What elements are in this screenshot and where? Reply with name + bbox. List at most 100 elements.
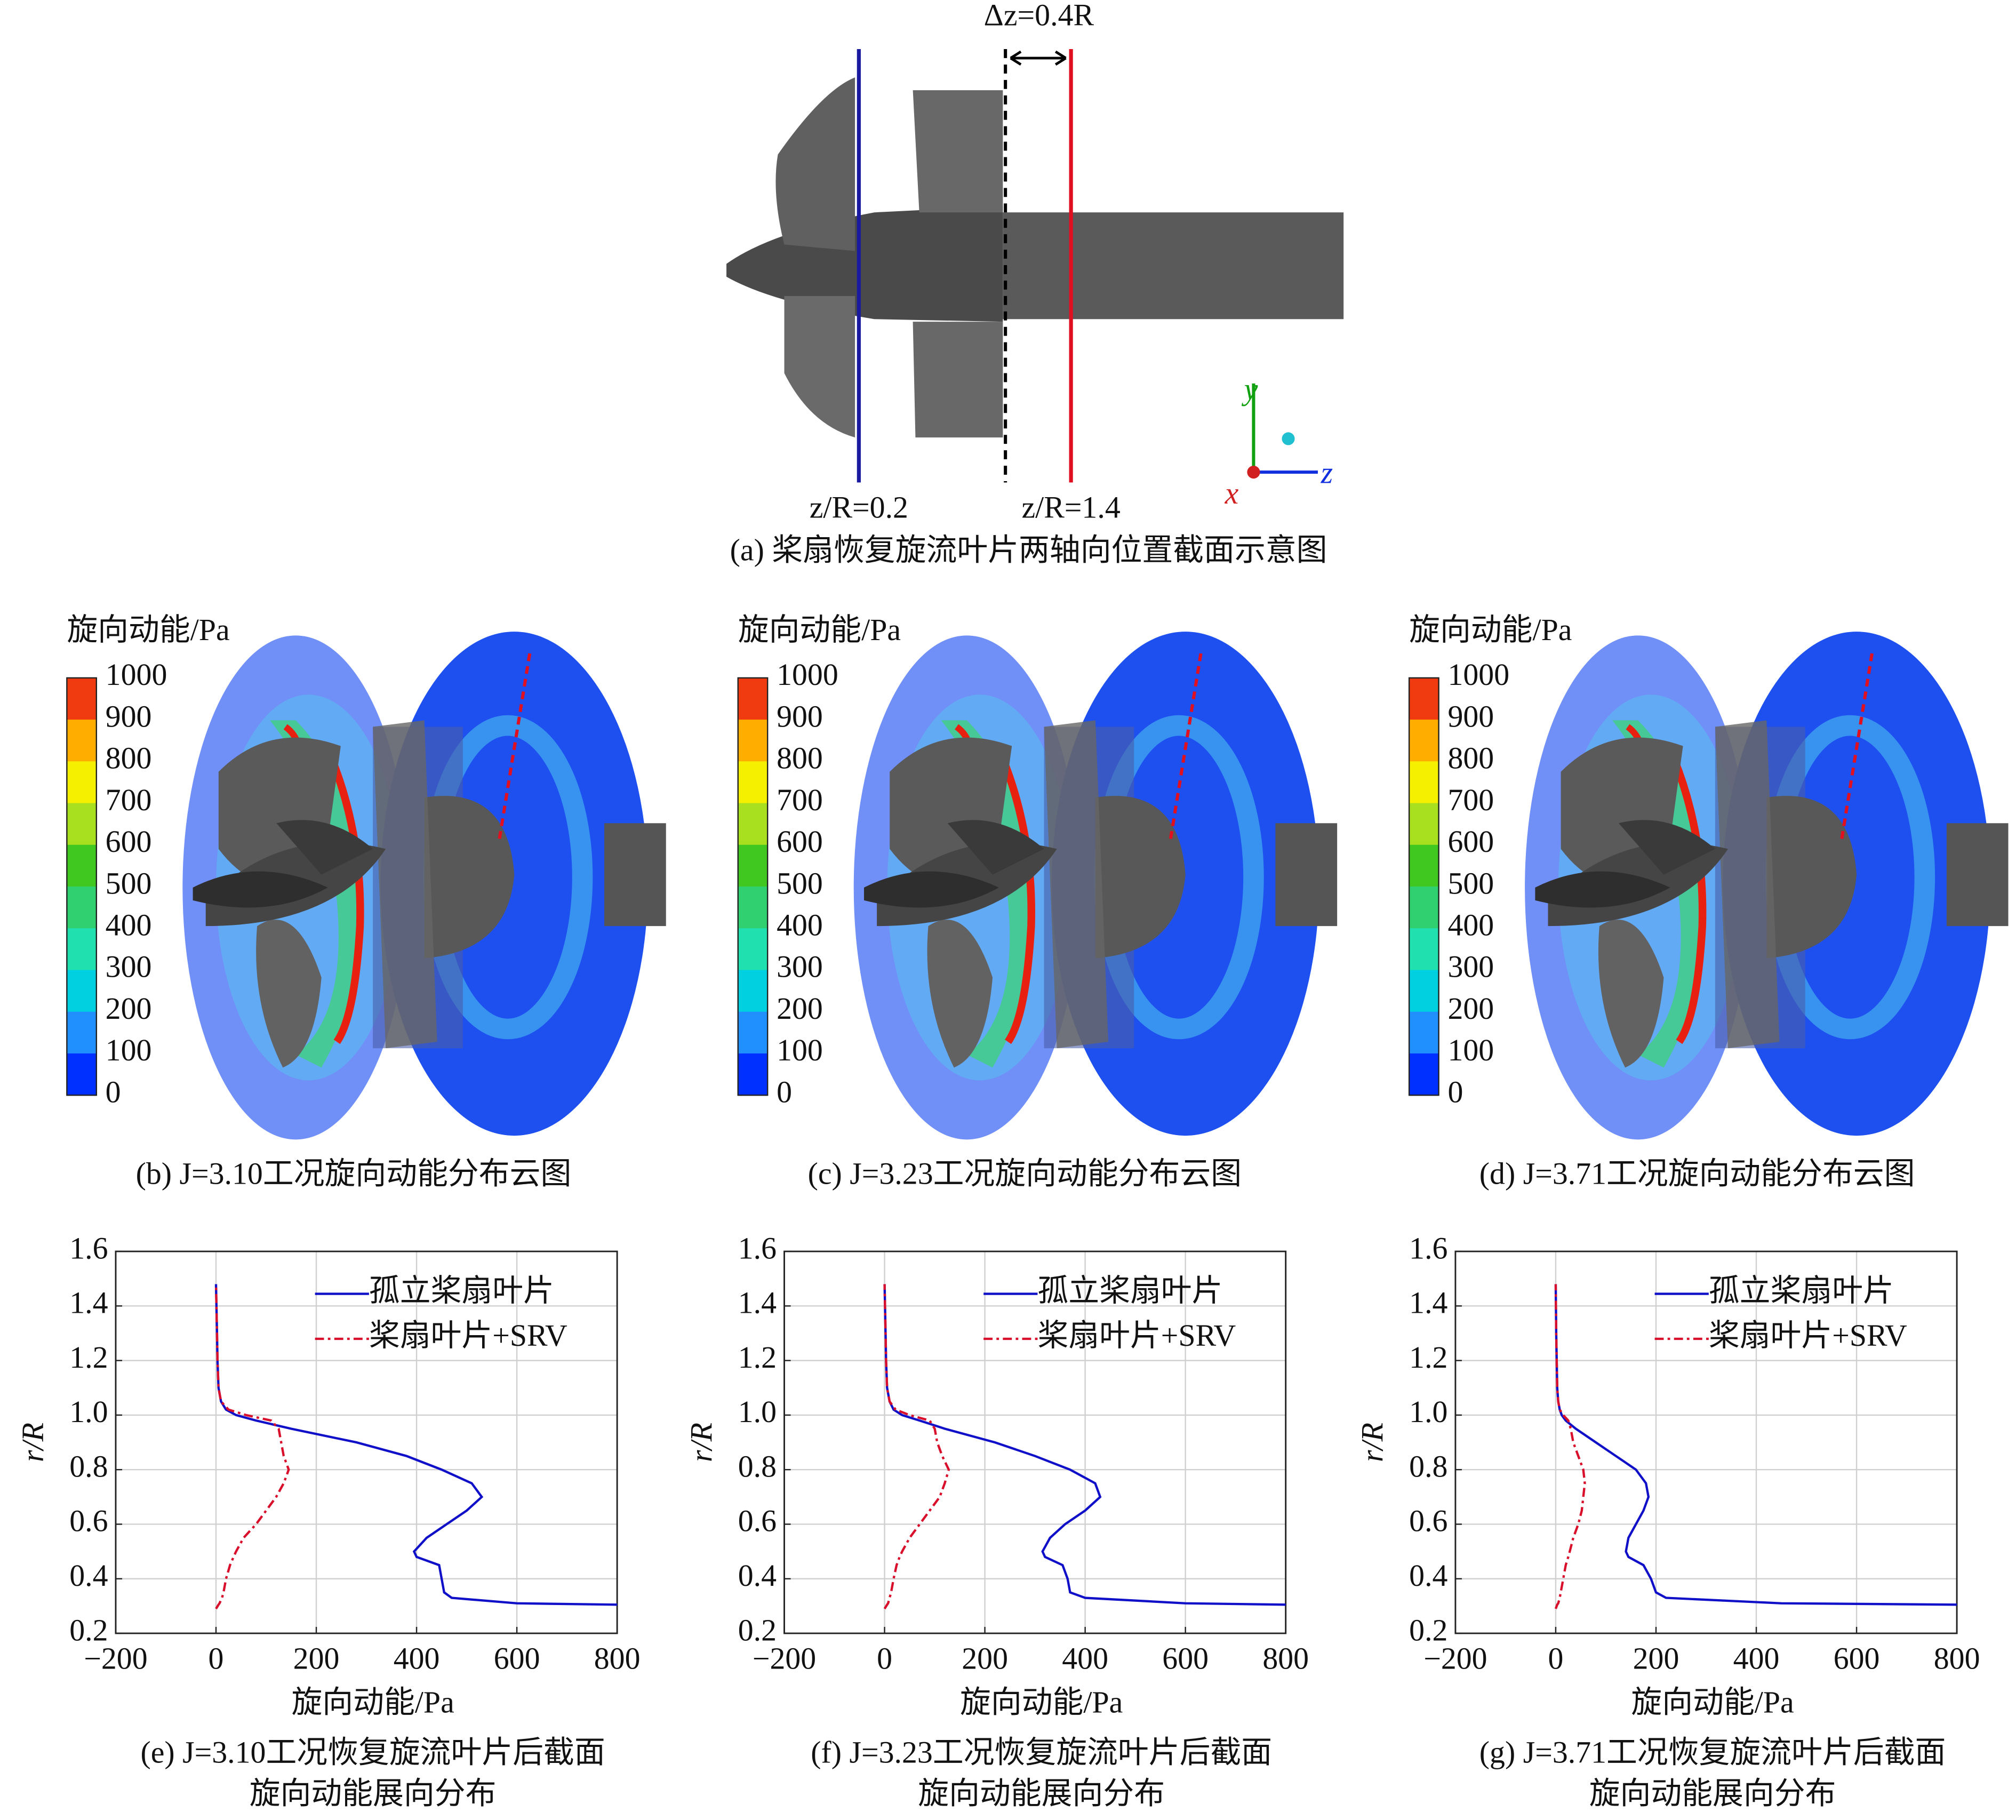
y-axis-label: r/R: [684, 1423, 718, 1462]
colorbar-cell: [67, 761, 97, 804]
colorbar-tick-label: 900: [106, 699, 152, 733]
y-axis-label: r/R: [15, 1423, 50, 1462]
colorbar-cell: [738, 720, 768, 762]
y-tick-label: 1.4: [1409, 1286, 1447, 1320]
plot-frame: [115, 1250, 618, 1634]
colorbar-tick-label: 200: [106, 991, 152, 1026]
x-tick-label: 600: [1162, 1641, 1209, 1675]
y-tick-label: 1.0: [1409, 1394, 1447, 1429]
caption: (d) J=3.71工况旋向动能分布云图: [1479, 1156, 1915, 1191]
colorbar-cell: [738, 1053, 768, 1096]
legend-label: 桨扇叶片+SRV: [1037, 1318, 1236, 1353]
colorbar-cell: [738, 677, 768, 721]
axis-label: x: [1225, 476, 1239, 510]
y-tick-label: 0.2: [1409, 1613, 1447, 1647]
caption: (b) J=3.10工况旋向动能分布云图: [136, 1156, 572, 1191]
colorbar-tick-label: 100: [1447, 1033, 1494, 1067]
colorbar-tick-label: 600: [106, 824, 152, 859]
legend-label: 桨扇叶片+SRV: [1709, 1318, 1907, 1353]
colorbar-cell: [1409, 1053, 1439, 1096]
x-axis-label: 旋向动能/Pa: [960, 1685, 1123, 1719]
x-tick-label: 400: [394, 1641, 440, 1675]
y-tick-label: 1.4: [738, 1286, 777, 1320]
colorbar-frame: [1408, 677, 1439, 1096]
x-tick-label: −200: [84, 1641, 147, 1675]
y-tick-label: 1.6: [738, 1231, 777, 1265]
x-tick-label: −200: [753, 1641, 816, 1675]
colorbar-tick-label: 600: [1447, 824, 1494, 859]
x-tick-label: 200: [962, 1641, 1008, 1675]
delta-label: Δz=0.4R: [984, 0, 1094, 32]
colorbar-title: 旋向动能/Pa: [1409, 612, 1572, 647]
colorbar-cell: [1409, 803, 1439, 845]
axis-label: y: [1242, 372, 1258, 406]
x-tick-label: 0: [877, 1641, 892, 1675]
colorbar-cell: [1409, 970, 1439, 1012]
series-line: [214, 1284, 290, 1610]
colorbar-cell: [67, 803, 97, 845]
plot-frame: [783, 1250, 1287, 1634]
legend-label: 孤立桨扇叶片: [1709, 1273, 1894, 1308]
colorbar-cell: [67, 970, 97, 1012]
caption: (f) J=3.23工况恢复旋流叶片后截面: [811, 1735, 1272, 1769]
x-tick-label: 600: [494, 1641, 540, 1675]
x-tick-label: 800: [1934, 1641, 1980, 1675]
contour-render: [854, 632, 1337, 1139]
y-tick-label: 0.6: [738, 1504, 777, 1538]
colorbar-tick-label: 700: [777, 783, 823, 817]
plane-label: z/R=0.2: [810, 490, 908, 525]
colorbar-frame: [66, 677, 98, 1096]
y-tick-label: 0.4: [69, 1558, 108, 1593]
y-tick-label: 1.2: [1409, 1340, 1447, 1375]
caption: 旋向动能展向分布: [1589, 1776, 1836, 1810]
colorbar-tick-label: 400: [106, 908, 152, 943]
legend-label: 孤立桨扇叶片: [369, 1273, 554, 1308]
colorbar-tick-label: 500: [777, 866, 823, 900]
panel-a: Δz=0.4R z/R=0.2 z/R=1.4 y z x (a) 桨扇恢复旋流…: [726, 0, 1344, 567]
colorbar-cell: [1409, 1011, 1439, 1055]
colorbar-tick-label: 800: [106, 741, 152, 776]
colorbar-cell: [1409, 720, 1439, 762]
x-tick-label: 400: [1733, 1641, 1780, 1675]
y-tick-label: 0.8: [69, 1449, 108, 1483]
colorbar-tick-label: 1000: [1447, 657, 1509, 692]
colorbar-title: 旋向动能/Pa: [738, 612, 901, 647]
x-axis-label: 旋向动能/Pa: [291, 1685, 454, 1719]
y-tick-label: 0.8: [1409, 1449, 1447, 1483]
caption: (e) J=3.10工况恢复旋流叶片后截面: [140, 1735, 605, 1769]
colorbar-tick-label: 1000: [777, 657, 838, 692]
colorbar-cell: [1409, 761, 1439, 804]
colorbar-cell: [738, 844, 768, 888]
colorbar-tick-label: 100: [106, 1033, 152, 1067]
colorbar-tick-label: 1000: [106, 657, 167, 692]
colorbar-cell: [67, 928, 97, 971]
colorbar-frame: [737, 677, 769, 1096]
caption: (a) 桨扇恢复旋流叶片两轴向位置截面示意图: [730, 532, 1327, 567]
y-tick-label: 1.2: [738, 1340, 777, 1375]
colorbar-tick-label: 900: [1447, 699, 1494, 733]
x-tick-label: 200: [1633, 1641, 1679, 1675]
x-tick-label: 600: [1834, 1641, 1880, 1675]
colorbar-cell: [738, 761, 768, 804]
colorbar-tick-label: 600: [777, 824, 823, 859]
y-tick-label: 0.6: [1409, 1504, 1447, 1538]
colorbar-cell: [738, 887, 768, 929]
colorbar-tick-label: 100: [777, 1033, 823, 1067]
colorbar-tick-label: 800: [777, 741, 823, 776]
colorbar-cell: [738, 970, 768, 1012]
series-line: [214, 1284, 618, 1606]
y-tick-label: 0.6: [69, 1504, 108, 1538]
colorbar-tick-label: 0: [1447, 1074, 1463, 1109]
colorbar-tick-label: 400: [1447, 908, 1494, 943]
series-line: [883, 1284, 950, 1610]
colorbar-tick-label: 0: [777, 1074, 792, 1109]
colorbar-tick-label: 300: [106, 949, 152, 984]
y-tick-label: 1.6: [1409, 1231, 1447, 1265]
colorbar-cell: [67, 677, 97, 721]
colorbar-tick-label: 500: [106, 866, 152, 900]
caption: 旋向动能展向分布: [250, 1776, 497, 1810]
caption: 旋向动能展向分布: [918, 1776, 1165, 1810]
x-tick-label: 200: [293, 1641, 340, 1675]
